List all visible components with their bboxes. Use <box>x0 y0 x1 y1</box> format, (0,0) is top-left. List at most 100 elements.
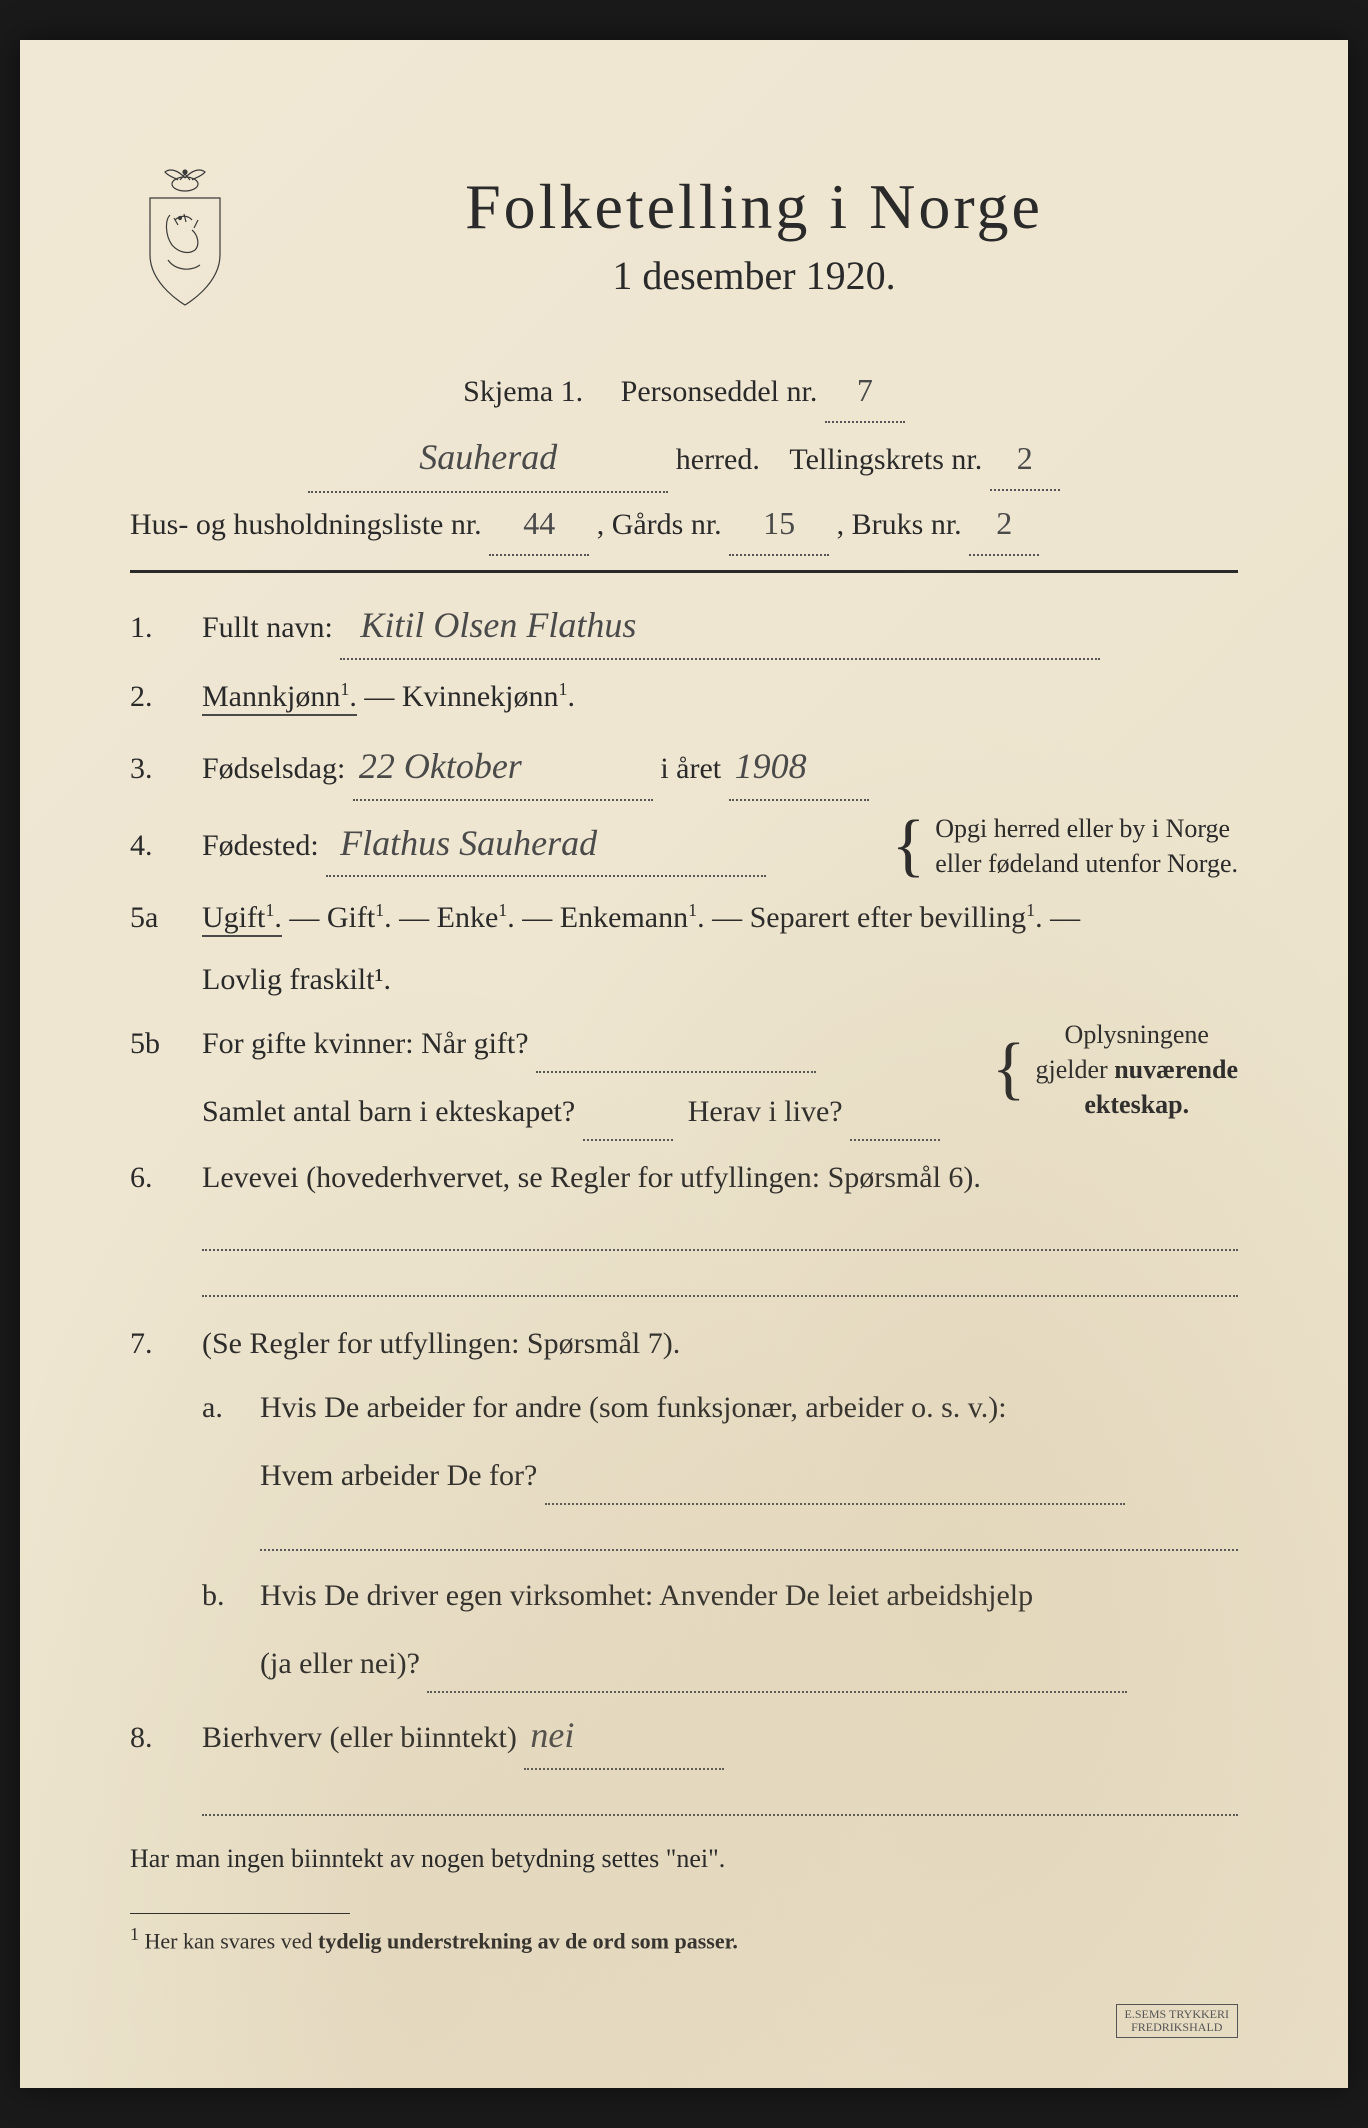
q3-num: 3. <box>130 742 184 796</box>
footnote-rule <box>130 1913 350 1914</box>
q4: 4. Fødested: Flathus Sauherad { Opgi her… <box>130 811 1238 881</box>
q5b-l2b: Herav i live? <box>688 1095 843 1128</box>
q7-num: 7. <box>130 1317 184 1371</box>
q7b-row2: (ja eller nei)? <box>260 1637 1238 1693</box>
q6-num: 6. <box>130 1151 184 1205</box>
q5b-note2: gjelder nuværende <box>1036 1055 1238 1084</box>
q7b-l2: (ja eller nei)? <box>260 1647 420 1680</box>
q5b-fill2 <box>583 1085 673 1141</box>
hushold-nr: 44 <box>489 493 589 556</box>
q3-day: 22 Oktober <box>353 734 653 801</box>
q5a-line2: Lovlig fraskilt¹. <box>202 953 1238 1007</box>
q7b-l1: Hvis De driver egen virksomhet: Anvender… <box>260 1579 1033 1612</box>
q4-label: Fødested: <box>202 829 319 862</box>
q1-value: Kitil Olsen Flathus <box>340 593 1100 660</box>
q5b-body: For gifte kvinner: Når gift? Samlet anta… <box>202 1017 1238 1141</box>
census-form-page: Folketelling i Norge 1 desember 1920. Sk… <box>20 40 1348 2088</box>
stamp-l1: E.SEMS TRYKKERI <box>1125 2007 1229 2021</box>
q5a-num: 5a <box>130 891 184 945</box>
q6-body: Levevei (hovederhvervet, se Regler for u… <box>202 1151 1238 1205</box>
q1-num: 1. <box>130 601 184 655</box>
hushold-line: Hus- og husholdningsliste nr. 44 , Gårds… <box>130 493 1238 556</box>
q4-note: { Opgi herred eller by i Norge eller fød… <box>892 811 1238 881</box>
q8: 8. Bierhverv (eller biinntekt) nei <box>130 1703 1238 1770</box>
subtitle: 1 desember 1920. <box>270 252 1238 299</box>
q5b: 5b For gifte kvinner: Når gift? Samlet a… <box>130 1017 1238 1141</box>
stamp-l2: FREDRIKSHALD <box>1131 2020 1222 2034</box>
title-block: Folketelling i Norge 1 desember 1920. <box>270 160 1238 299</box>
note8: Har man ingen biinntekt av nogen betydni… <box>130 1834 1238 1883</box>
q4-body: Fødested: Flathus Sauherad { Opgi herred… <box>202 811 1238 881</box>
bruks-label: , Bruks nr. <box>837 508 962 541</box>
q5a: 5a Ugift1. — Gift1. — Enke1. — Enkemann1… <box>130 891 1238 1007</box>
skjema-label: Skjema 1. <box>463 375 583 408</box>
q8-value: nei <box>524 1703 724 1770</box>
q1-label: Fullt navn: <box>202 611 333 644</box>
crest-svg <box>130 160 240 310</box>
q2-text: Mannkjønn1. <box>202 680 357 716</box>
main-title: Folketelling i Norge <box>270 170 1238 244</box>
q8-label: Bierhverv (eller biinntekt) <box>202 1721 517 1754</box>
q5b-fill1 <box>536 1017 816 1073</box>
q7b-num: b. <box>202 1569 242 1623</box>
q5b-note1: Oplysningene <box>1065 1020 1209 1049</box>
gards-label: , Gårds nr. <box>597 508 722 541</box>
q5b-note-text: Oplysningene gjelder nuværende ekteskap. <box>1036 1017 1238 1122</box>
printer-stamp: E.SEMS TRYKKERI FREDRIKSHALD <box>1116 2004 1238 2038</box>
q3: 3. Fødselsdag: 22 Oktober i året 1908 <box>130 734 1238 801</box>
tellingskrets-label: Tellingskrets nr. <box>789 443 982 476</box>
q6-fill2 <box>202 1269 1238 1297</box>
q5b-num: 5b <box>130 1017 184 1071</box>
brace-icon: { <box>892 818 926 874</box>
herred-line: Sauherad herred. Tellingskrets nr. 2 <box>130 423 1238 493</box>
herred-label: herred. <box>676 443 760 476</box>
q4-main: Fødested: Flathus Sauherad <box>202 811 880 878</box>
q5b-note: { Oplysningene gjelder nuværende ekteska… <box>992 1017 1238 1122</box>
q7: 7. (Se Regler for utfyllingen: Spørsmål … <box>130 1317 1238 1371</box>
brace-icon-2: { <box>992 1041 1026 1097</box>
q5b-note3: ekteskap. <box>1084 1090 1189 1119</box>
skjema-line: Skjema 1. Personseddel nr. 7 <box>130 360 1238 423</box>
q3-year: 1908 <box>729 734 869 801</box>
q4-num: 4. <box>130 819 184 873</box>
herred-value: Sauherad <box>308 423 668 493</box>
q1: 1. Fullt navn: Kitil Olsen Flathus <box>130 593 1238 660</box>
q7b-fill <box>427 1637 1127 1693</box>
q6-fill1 <box>202 1223 1238 1251</box>
q6: 6. Levevei (hovederhvervet, se Regler fo… <box>130 1151 1238 1205</box>
q3-label: Fødselsdag: <box>202 752 345 785</box>
q8-num: 8. <box>130 1711 184 1765</box>
q4-note-text: Opgi herred eller by i Norge eller fødel… <box>935 811 1238 881</box>
q7a-body: Hvis De arbeider for andre (som funksjon… <box>260 1381 1238 1505</box>
q5b-main: For gifte kvinner: Når gift? Samlet anta… <box>202 1017 980 1141</box>
q7-body: (Se Regler for utfyllingen: Spørsmål 7). <box>202 1317 1238 1371</box>
q5b-l2a: Samlet antal barn i ekteskapet? <box>202 1095 575 1128</box>
q3-body: Fødselsdag: 22 Oktober i året 1908 <box>202 734 1238 801</box>
q5b-row2: Samlet antal barn i ekteskapet? Herav i … <box>202 1085 980 1141</box>
personseddel-label: Personseddel nr. <box>621 375 818 408</box>
q7a-fill <box>545 1449 1125 1505</box>
q8-body: Bierhverv (eller biinntekt) nei <box>202 1703 1238 1770</box>
q7a-l1: Hvis De arbeider for andre (som funksjon… <box>260 1391 1007 1424</box>
divider-1 <box>130 570 1238 573</box>
q5b-l1: For gifte kvinner: Når gift? <box>202 1027 529 1060</box>
q7b-body: Hvis De driver egen virksomhet: Anvender… <box>260 1569 1238 1693</box>
q7a-row2: Hvem arbeider De for? <box>260 1449 1238 1505</box>
q4-note1: Opgi herred eller by i Norge <box>935 814 1230 843</box>
q2-body: Mannkjønn1. — Kvinnekjønn1. <box>202 670 1238 724</box>
q2: 2. Mannkjønn1. — Kvinnekjønn1. <box>130 670 1238 724</box>
q7a-fill2 <box>260 1523 1238 1551</box>
q2-num: 2. <box>130 670 184 724</box>
q7a: a. Hvis De arbeider for andre (som funks… <box>202 1381 1238 1505</box>
bruks-nr: 2 <box>969 493 1039 556</box>
q8-fill <box>202 1788 1238 1816</box>
q3-year-label: i året <box>660 752 721 785</box>
hushold-label: Hus- og husholdningsliste nr. <box>130 508 482 541</box>
header: Folketelling i Norge 1 desember 1920. <box>130 160 1238 310</box>
personseddel-nr: 7 <box>825 360 905 423</box>
tellingskrets-nr: 2 <box>990 428 1060 491</box>
q4-value: Flathus Sauherad <box>326 811 766 878</box>
q7b: b. Hvis De driver egen virksomhet: Anven… <box>202 1569 1238 1693</box>
form-body: Skjema 1. Personseddel nr. 7 Sauherad he… <box>130 360 1238 1954</box>
q7a-l2: Hvem arbeider De for? <box>260 1459 537 1492</box>
